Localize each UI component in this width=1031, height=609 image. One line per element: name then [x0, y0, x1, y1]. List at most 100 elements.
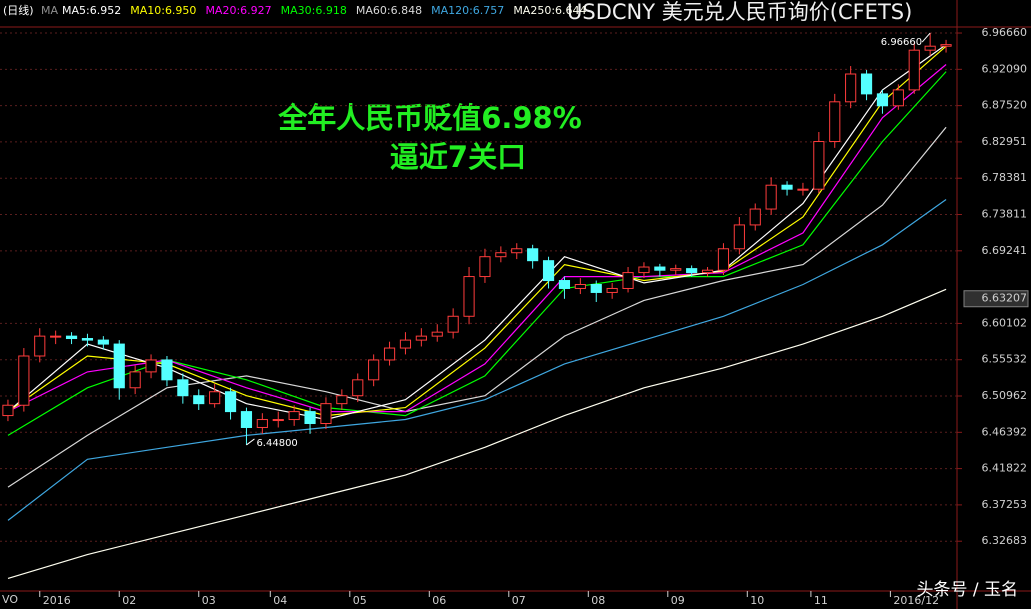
- x-tick-label: 10: [750, 594, 764, 607]
- y-tick-label: 6.37253: [982, 498, 1028, 511]
- y-tick-label: 6.50962: [982, 389, 1028, 402]
- price-label: 6.96660: [881, 37, 922, 48]
- candle-body: [368, 359, 380, 381]
- candle-body: [638, 266, 650, 274]
- watermark: 头条号 / 玉名: [916, 580, 1018, 600]
- candle-body: [670, 268, 682, 271]
- candle-body: [240, 411, 253, 428]
- candle-body: [701, 269, 714, 274]
- candle-body: [272, 419, 284, 422]
- annotation: 逼近7关口: [390, 140, 526, 174]
- candle-body: [749, 208, 761, 226]
- x-tick-label: 06: [432, 594, 446, 607]
- candle-body: [352, 379, 364, 397]
- ma-line: [7, 288, 947, 579]
- candle-body: [256, 419, 268, 428]
- x-tick-label: 09: [671, 594, 685, 607]
- candle-body: [860, 73, 873, 95]
- candle-body: [622, 272, 634, 289]
- candle-body: [574, 284, 586, 289]
- indicator-label: MA: [41, 4, 58, 17]
- candle-body: [686, 268, 698, 274]
- candle-body: [527, 248, 539, 262]
- x-tick-label: 04: [273, 594, 287, 607]
- candle-body: [97, 339, 109, 345]
- legend-entry: MA30:6.918: [281, 4, 347, 17]
- x-tick-label: 11: [814, 594, 828, 607]
- candle-body: [161, 359, 173, 381]
- current-marker-label: 6.63207: [982, 292, 1028, 305]
- candle-body: [845, 73, 857, 103]
- legend-entry: MA250:6.644: [513, 4, 586, 17]
- y-tick-label: 6.96660: [982, 26, 1028, 39]
- y-tick-label: 6.32683: [982, 534, 1028, 547]
- candle-body: [81, 338, 94, 341]
- candle-body: [336, 395, 348, 405]
- legend-entry: MA10:6.950: [130, 4, 196, 17]
- x-tick-label: 2016/12: [893, 594, 939, 607]
- candle-body: [383, 347, 396, 361]
- legend-entry: MA20:6.927: [205, 4, 271, 17]
- candle-body: [50, 335, 62, 338]
- candle-body: [320, 403, 332, 425]
- y-tick-label: 6.60102: [982, 316, 1028, 329]
- candle-body: [733, 224, 745, 250]
- candle-body: [193, 395, 205, 405]
- ma-line: [7, 126, 947, 488]
- x-tick-label: 08: [591, 594, 605, 607]
- candle-body: [940, 44, 952, 47]
- x-tick-label: 02: [122, 594, 136, 607]
- candle-body: [924, 45, 936, 51]
- chart-title: USDCNY 美元兑人民币询价(CFETS): [567, 0, 912, 24]
- candle-body: [765, 184, 777, 210]
- y-tick-label: 6.55532: [982, 353, 1028, 366]
- x-tick-label: 05: [353, 594, 367, 607]
- candle-body: [892, 89, 904, 107]
- candle-body: [876, 93, 889, 107]
- candle-body: [177, 379, 189, 397]
- candle-body: [558, 280, 571, 289]
- candle-body: [288, 411, 300, 421]
- x-tick-label: 03: [202, 594, 216, 607]
- candle-body: [479, 256, 491, 278]
- candle-body: [34, 335, 46, 357]
- y-tick-label: 6.73811: [982, 208, 1028, 221]
- y-tick-label: 6.69241: [982, 244, 1028, 257]
- candle-body: [797, 188, 809, 191]
- candle-body: [304, 411, 316, 425]
- y-tick-label: 6.41822: [982, 462, 1028, 475]
- candle-body: [463, 276, 475, 317]
- candle-body: [606, 287, 618, 293]
- candle-body: [908, 49, 920, 91]
- candle-body: [447, 315, 459, 333]
- candle-body: [590, 284, 602, 293]
- y-tick-label: 6.78381: [982, 171, 1028, 184]
- candle-body: [415, 335, 427, 341]
- volume-label: VO: [2, 593, 18, 606]
- candle-body: [399, 339, 412, 349]
- candle-body: [781, 184, 793, 190]
- candle-body: [654, 266, 666, 271]
- candle-body: [224, 391, 237, 413]
- price-pointer: [921, 32, 931, 43]
- legend-entry: MA60:6.848: [356, 4, 422, 17]
- annotation: 全年人民币贬值6.98%: [277, 101, 582, 135]
- x-tick-label: 07: [512, 594, 526, 607]
- y-tick-label: 6.87520: [982, 99, 1028, 112]
- candle-body: [129, 371, 141, 389]
- period-label: (日线): [3, 3, 34, 17]
- candle-body: [145, 359, 157, 373]
- legend-entry: MA120:6.757: [431, 4, 504, 17]
- price-label: 6.44800: [256, 438, 297, 449]
- ma-line: [7, 199, 947, 521]
- y-tick-label: 6.92090: [982, 62, 1028, 75]
- candle-body: [495, 252, 507, 258]
- y-tick-label: 6.46392: [982, 425, 1028, 438]
- y-tick-label: 6.82951: [982, 135, 1028, 148]
- candle-body: [542, 260, 555, 282]
- candle-body: [511, 248, 523, 254]
- candle-body: [829, 101, 841, 143]
